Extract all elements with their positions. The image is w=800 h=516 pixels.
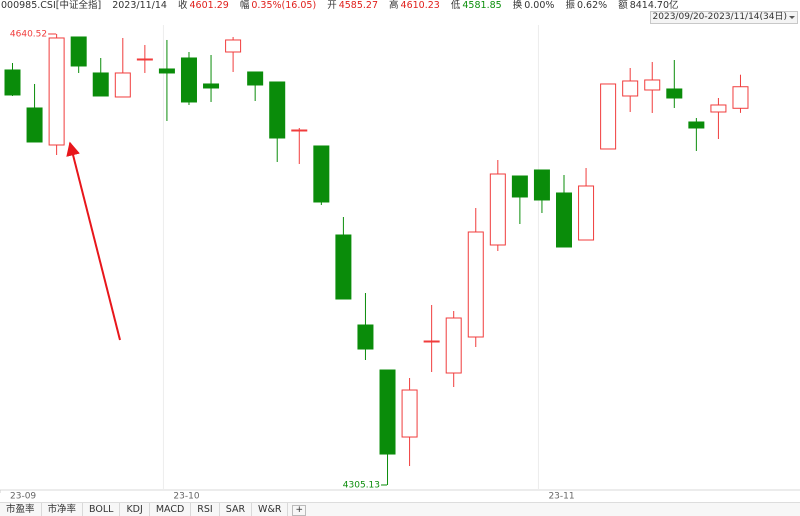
indicator-tabs: 市盈率 市净率 BOLL KDJ MACD RSI SAR W&R + xyxy=(0,502,800,516)
date: 2023/11/14 xyxy=(112,0,167,11)
range-selector[interactable]: 2023/09/20-2023/11/14(34日) xyxy=(649,11,798,24)
annotation-arrow xyxy=(66,141,121,341)
candle-body xyxy=(70,36,87,67)
candle-body xyxy=(622,80,639,97)
candle-body xyxy=(4,69,21,96)
candle-body xyxy=(247,71,264,86)
candle-body xyxy=(467,231,484,338)
candle-body xyxy=(666,88,683,99)
candle-body xyxy=(335,234,352,300)
tab[interactable]: BOLL xyxy=(83,503,121,516)
candle-body xyxy=(489,173,506,246)
candle-body xyxy=(203,83,220,89)
candle-body xyxy=(578,185,595,241)
label: 高 xyxy=(389,0,399,11)
chart: 23-09 23-10 23-11 4640.52 4305.13 xyxy=(0,25,800,502)
quote-header: 000985.CSI[中证全指] 2023/11/14 收 4601.29 幅 0.… xyxy=(1,0,681,12)
candle-body xyxy=(710,104,727,113)
min-label: 4305.13 xyxy=(343,480,380,490)
value: 4610.23 xyxy=(400,0,440,11)
candle-body xyxy=(269,81,286,139)
candle-body xyxy=(732,86,749,109)
candle-body xyxy=(180,57,197,103)
candle-body xyxy=(225,39,242,53)
value: 4585.27 xyxy=(338,0,378,11)
candle-body xyxy=(445,317,462,374)
tab[interactable]: SAR xyxy=(220,503,253,516)
candle-body xyxy=(92,72,109,97)
label: 幅 xyxy=(239,0,250,11)
tab[interactable]: 市盈率 xyxy=(0,503,42,516)
x-tick-label: 23-10 xyxy=(173,492,199,502)
candle-body xyxy=(158,68,175,74)
value: 0.35%(16.05) xyxy=(251,0,317,11)
tab[interactable]: + xyxy=(292,505,306,516)
tab[interactable]: W&R xyxy=(252,503,289,516)
label: 额 xyxy=(618,0,628,11)
tab[interactable]: RSI xyxy=(191,503,220,516)
label: 换 xyxy=(512,0,523,11)
label: 低 xyxy=(450,0,461,11)
candle-body xyxy=(48,37,65,146)
code: 000985.CSI[中证全指] xyxy=(1,0,102,11)
label: 开 xyxy=(327,0,337,11)
candle-body xyxy=(26,107,43,143)
value: 0.00% xyxy=(524,0,555,11)
candle-body xyxy=(379,369,396,455)
tab[interactable]: MACD xyxy=(150,503,192,516)
candle-body xyxy=(533,169,550,201)
candle-body xyxy=(688,121,705,129)
x-tick-label: 23-09 xyxy=(10,492,36,502)
candle-body xyxy=(401,389,418,438)
candle-body xyxy=(423,340,440,343)
candle-body xyxy=(600,83,617,150)
x-tick-label: 23-11 xyxy=(548,492,574,502)
candle-body xyxy=(114,72,131,98)
tab[interactable]: 市净率 xyxy=(42,503,84,516)
candle-body xyxy=(291,129,308,132)
candle-body xyxy=(136,58,153,61)
candle-body xyxy=(357,324,374,350)
label: 振 xyxy=(565,0,575,11)
label: 收 xyxy=(178,0,188,11)
value: 8414.70亿 xyxy=(629,0,679,11)
candle-body xyxy=(313,145,330,203)
candle-body xyxy=(556,192,572,248)
candle-body xyxy=(644,79,661,91)
candle-body xyxy=(511,175,528,198)
value: 0.62% xyxy=(576,0,608,11)
value: 4581.85 xyxy=(462,0,502,11)
max-label: 4640.52 xyxy=(10,29,47,39)
value: 4601.29 xyxy=(189,0,229,11)
tab[interactable]: KDJ xyxy=(120,503,150,516)
